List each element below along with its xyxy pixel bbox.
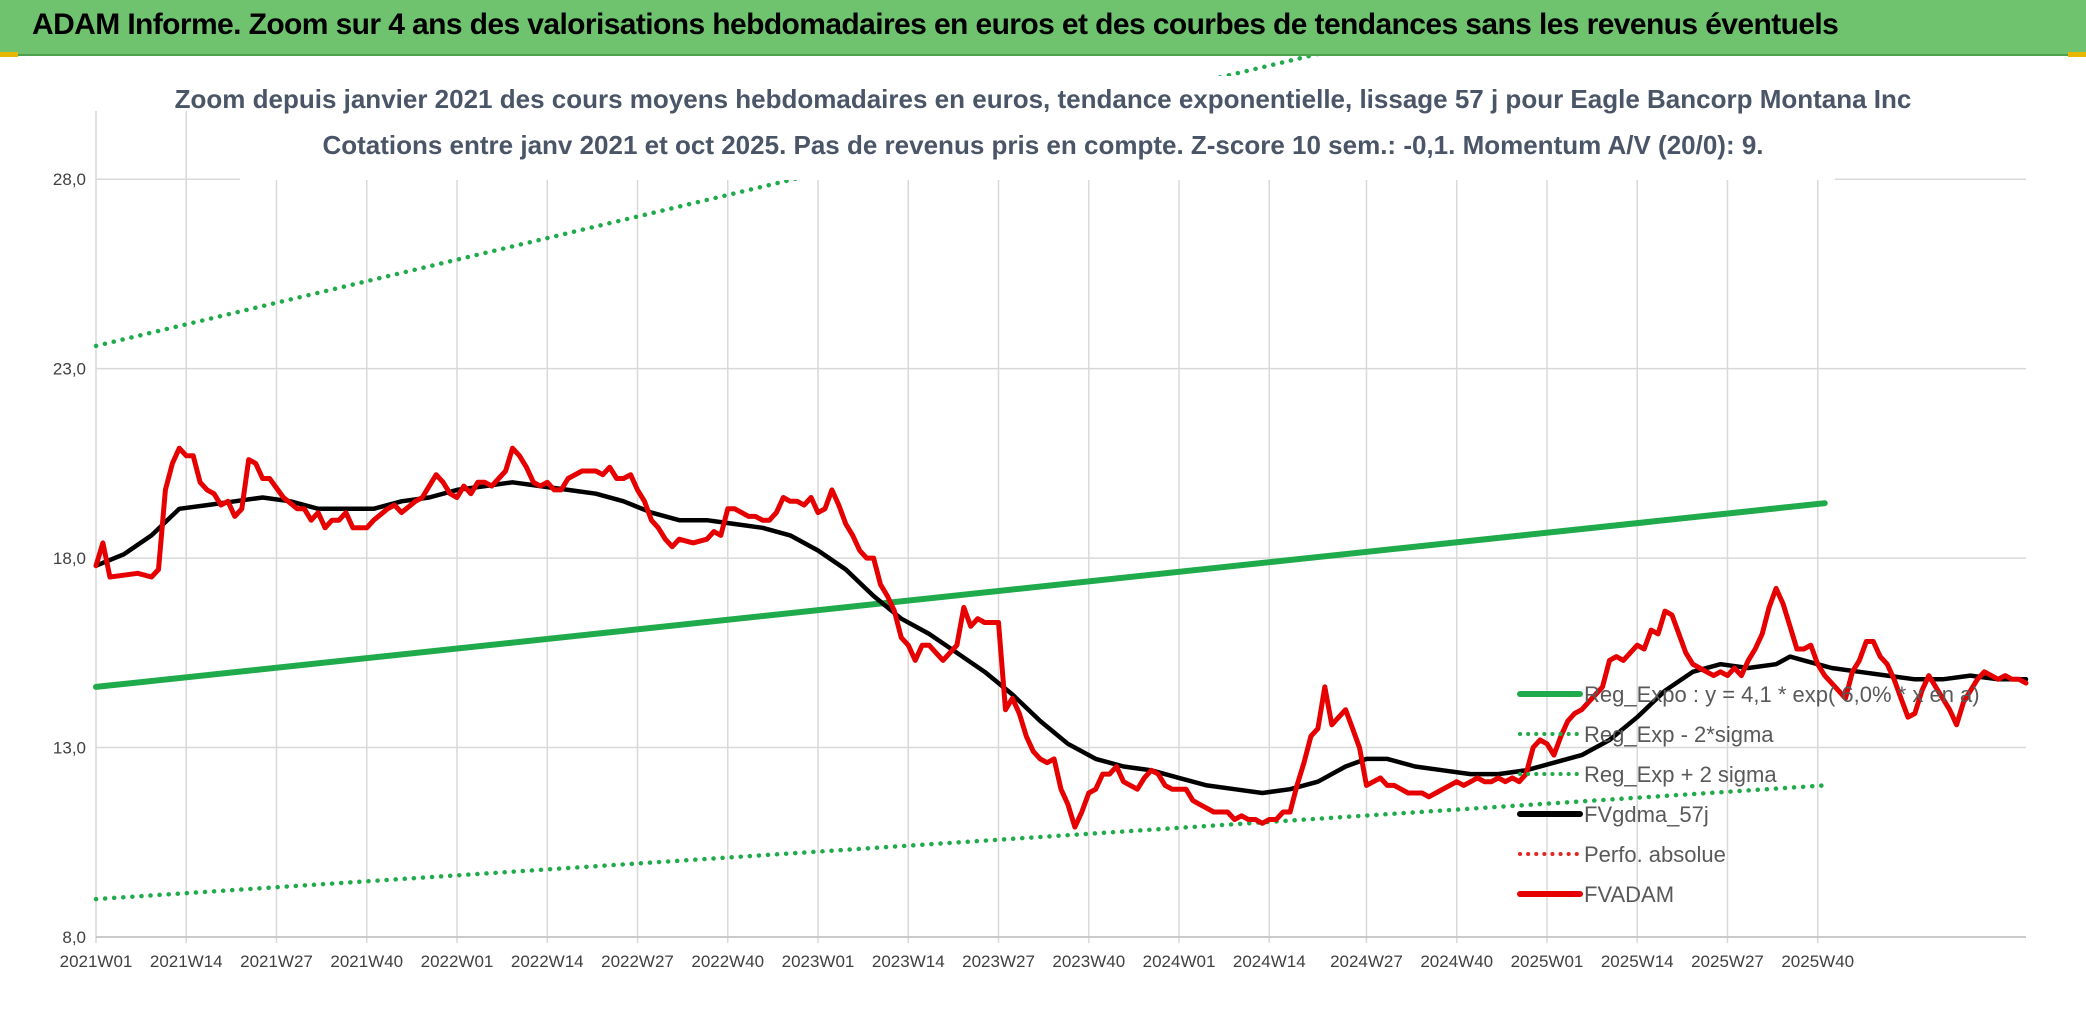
chart-subtitle: Cotations entre janv 2021 et oct 2025. P… [322, 130, 1763, 160]
x-tick-label: 2024W14 [1233, 952, 1306, 971]
x-tick-label: 2025W27 [1691, 952, 1764, 971]
x-tick-label: 2024W27 [1330, 952, 1403, 971]
gridlines [95, 111, 2026, 943]
legend-label: Perfo. absolue [1584, 842, 1726, 867]
chart-title: Zoom depuis janvier 2021 des cours moyen… [175, 84, 1912, 114]
x-tick-label: 2022W27 [601, 952, 674, 971]
x-tick-label: 2025W40 [1781, 952, 1854, 971]
legend-label: FVADAM [1584, 882, 1674, 907]
chart: 8,0 13,0 18,0 23,0 28,0 2021W01 2021W14 2021W2… [53, 56, 2029, 971]
x-tick-label: 2021W27 [240, 952, 313, 971]
series-line-0 [93, 500, 1828, 690]
y-tick-label: 8,0 [62, 928, 86, 947]
report-header: ADAM Informe. Zoom sur 4 ans des valoris… [0, 0, 2086, 56]
x-tick-label: 2023W27 [962, 952, 1035, 971]
x-axis: 2021W01 2021W14 2021W27 2021W40 2022W01 2022W… [60, 952, 1855, 971]
x-tick-label: 2021W14 [150, 952, 223, 971]
x-tick-label: 2025W01 [1511, 952, 1584, 971]
series-line-5 [93, 445, 2029, 830]
x-tick-label: 2023W14 [872, 952, 945, 971]
x-tick-label: 2024W01 [1143, 952, 1216, 971]
x-tick-label: 2025W14 [1601, 952, 1674, 971]
y-axis: 8,0 13,0 18,0 23,0 28,0 [53, 170, 86, 947]
x-tick-label: 2023W01 [782, 952, 855, 971]
report-title: ADAM Informe. Zoom sur 4 ans des valoris… [32, 8, 1839, 41]
x-tick-label: 2021W01 [60, 952, 133, 971]
y-tick-label: 23,0 [53, 360, 86, 379]
header-accent-right [2068, 52, 2086, 57]
title-background [240, 76, 1835, 180]
x-tick-label: 2023W40 [1052, 952, 1125, 971]
legend-label: FVgdma_57j [1584, 802, 1709, 827]
series-line-3 [93, 480, 2029, 796]
x-tick-label: 2021W40 [330, 952, 403, 971]
y-tick-label: 18,0 [53, 549, 86, 568]
legend-label: Reg_Exp - 2*sigma [1584, 722, 1774, 747]
series-lines [93, 56, 2029, 902]
x-tick-label: 2022W01 [421, 952, 494, 971]
legend: Reg_Expo : y = 4,1 * exp( 6,0% * x en a)… [1517, 682, 1980, 907]
header-accent-left [0, 52, 18, 57]
x-tick-label: 2024W40 [1420, 952, 1493, 971]
y-tick-label: 13,0 [53, 739, 86, 758]
x-tick-label: 2022W40 [691, 952, 764, 971]
legend-label: Reg_Expo : y = 4,1 * exp( 6,0% * x en a) [1584, 682, 1980, 707]
x-tick-label: 2022W14 [511, 952, 584, 971]
series-line-1 [93, 783, 1827, 902]
y-tick-label: 28,0 [53, 170, 86, 189]
legend-label: Reg_Exp + 2 sigma [1584, 762, 1777, 787]
